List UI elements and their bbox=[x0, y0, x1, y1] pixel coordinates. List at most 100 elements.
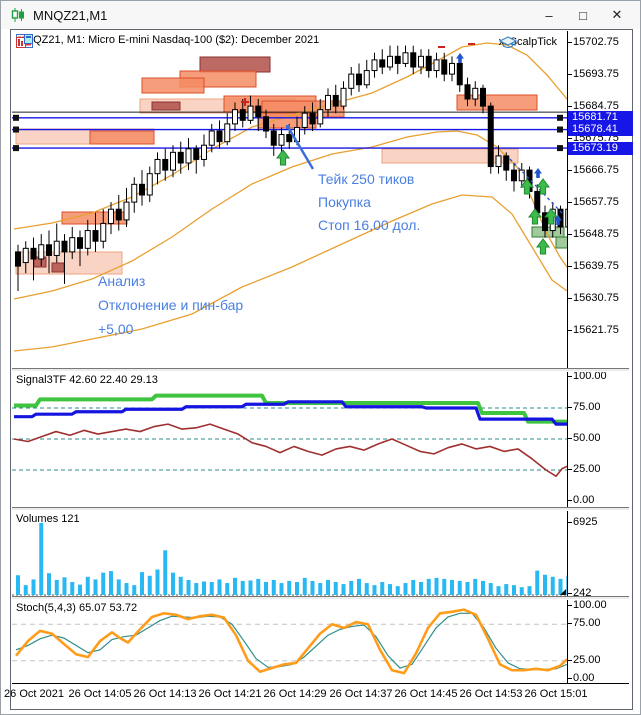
signal-tick-label: 50.00 bbox=[567, 432, 601, 444]
mid-zone bbox=[141, 77, 205, 94]
candle-body bbox=[131, 183, 138, 203]
volume-bar bbox=[16, 575, 20, 595]
signal3tf-canvas[interactable] bbox=[12, 372, 567, 507]
candle-body bbox=[379, 59, 386, 68]
candle-body bbox=[387, 55, 393, 68]
candle-body bbox=[201, 144, 207, 160]
price-tick-label: 15630.75 bbox=[567, 292, 619, 304]
volume-bar bbox=[202, 581, 206, 595]
watermark-text: xsScalpTick bbox=[498, 36, 557, 48]
candle-body bbox=[511, 169, 517, 182]
panel-divider[interactable] bbox=[12, 368, 629, 372]
stoch-canvas[interactable] bbox=[12, 600, 567, 683]
volume-bar bbox=[341, 584, 346, 595]
candle-body bbox=[247, 105, 254, 121]
panel-divider[interactable] bbox=[12, 507, 629, 511]
price-tick-label: 15648.75 bbox=[567, 228, 619, 240]
mid-zone bbox=[89, 130, 155, 145]
volume-bar bbox=[163, 550, 168, 595]
candle-body bbox=[503, 155, 510, 171]
volume-bar bbox=[419, 582, 423, 595]
stoch-panel[interactable]: Stoch(5,4,3) 65.07 53.72 bbox=[12, 600, 567, 683]
candle-body bbox=[394, 55, 401, 64]
candle-body bbox=[77, 237, 83, 249]
buy-arrow-icon bbox=[544, 208, 558, 225]
dark-zone bbox=[199, 56, 271, 73]
panel-divider[interactable] bbox=[12, 596, 629, 600]
candle-body bbox=[371, 59, 378, 72]
line-anchor bbox=[13, 145, 19, 152]
price-tick-label: 15702.75 bbox=[567, 36, 619, 48]
candle-body bbox=[480, 87, 486, 107]
volume-bar bbox=[442, 578, 447, 595]
volume-bar bbox=[411, 579, 416, 595]
signal-tick-label: 100.00 bbox=[567, 370, 607, 382]
candle-body bbox=[356, 73, 362, 86]
chart-annotation-text: +5,00 bbox=[98, 321, 134, 337]
signal3tf-red-line bbox=[13, 423, 567, 477]
chart-frame: MNQZ21, M1: Micro E-mini Nasdaq-100 ($2)… bbox=[4, 29, 633, 710]
candle-body bbox=[193, 148, 200, 160]
candle-body bbox=[332, 94, 339, 107]
candle-body bbox=[472, 87, 479, 100]
volume-bar bbox=[450, 579, 454, 595]
maximize-button[interactable]: □ bbox=[579, 7, 587, 23]
time-tick-label: 26 Oct 15:01 bbox=[524, 688, 588, 700]
volume-bar bbox=[465, 582, 470, 595]
volume-bar bbox=[364, 583, 369, 595]
fractal-arrow-icon bbox=[554, 215, 562, 225]
volume-bar bbox=[171, 572, 175, 595]
candle-body bbox=[239, 109, 246, 121]
volumes-canvas[interactable] bbox=[12, 511, 567, 596]
time-axis[interactable]: 26 Oct 2021 26 Oct 14:05 26 Oct 14:13 26 Oc… bbox=[4, 683, 629, 707]
volumes-panel[interactable]: Volumes 121 bbox=[12, 511, 567, 596]
volume-bar bbox=[70, 582, 75, 595]
signal-tick-label: 25.00 bbox=[567, 463, 601, 475]
candle-body bbox=[456, 62, 463, 86]
buy-arrow-icon bbox=[528, 208, 542, 225]
candle-body bbox=[30, 247, 37, 260]
candle-body bbox=[542, 212, 548, 232]
candle-body bbox=[224, 123, 231, 143]
time-tick-label: 26 Oct 14:21 bbox=[198, 688, 262, 700]
volume-bar bbox=[233, 577, 237, 595]
volume-bar bbox=[318, 583, 323, 595]
candle-body bbox=[84, 230, 91, 249]
candle-body bbox=[38, 244, 45, 260]
line-anchor bbox=[13, 126, 19, 133]
stoch-main-line bbox=[14, 608, 567, 675]
red-plus-mark bbox=[241, 98, 249, 106]
main-chart-canvas[interactable] bbox=[12, 31, 567, 368]
volume-bar bbox=[535, 570, 540, 595]
candle-body bbox=[301, 112, 308, 128]
volume-bar bbox=[310, 580, 315, 595]
signal3tf-panel[interactable]: Signal3TF 42.60 22.40 29.13 bbox=[12, 372, 567, 507]
chart-window-icon[interactable] bbox=[16, 34, 33, 48]
title-bar: MNQZ21,M1 – □ ✕ bbox=[1, 1, 640, 29]
candle-body bbox=[216, 130, 223, 143]
price-tick-label: 15639.75 bbox=[567, 260, 619, 272]
price-tick-label: 15666.75 bbox=[567, 164, 619, 176]
candle-body bbox=[418, 55, 424, 68]
candle-body bbox=[100, 222, 107, 242]
volume-bar bbox=[240, 580, 245, 595]
volume-bar bbox=[78, 584, 82, 595]
line-anchor bbox=[557, 145, 563, 152]
signal-tick-label: 75.00 bbox=[567, 401, 601, 413]
candle-body bbox=[146, 173, 153, 196]
candle-body bbox=[363, 70, 370, 86]
main-chart-panel[interactable]: MNQZ21, M1: Micro E-mini Nasdaq-100 ($2)… bbox=[12, 31, 567, 368]
fractal-arrow-icon bbox=[456, 53, 465, 63]
volume-bar bbox=[39, 523, 44, 595]
chart-annotation-text: Анализ bbox=[98, 273, 146, 289]
minimize-button[interactable]: – bbox=[545, 7, 553, 23]
candle-body bbox=[185, 148, 192, 164]
volume-bar bbox=[550, 576, 555, 595]
candles bbox=[15, 45, 567, 291]
close-button[interactable]: ✕ bbox=[611, 7, 623, 22]
volume-tick-label: 6925 bbox=[566, 516, 598, 528]
watermark: xsScalpTick bbox=[498, 36, 561, 49]
volume-bar bbox=[23, 585, 28, 595]
chart-annotation-text: Тейк 250 тиков bbox=[318, 171, 415, 187]
